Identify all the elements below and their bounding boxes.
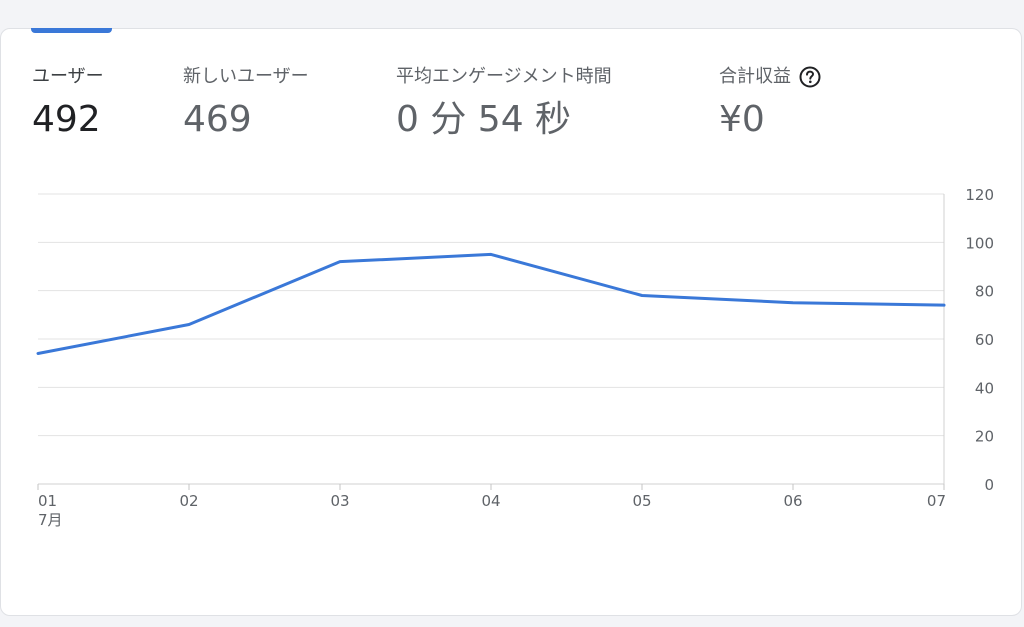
y-tick-label: 60 [975,331,994,349]
metric-avg-engagement-label: 平均エンゲージメント時間 [396,66,612,87]
x-tick-label: 06 [783,492,802,510]
metric-new-users[interactable]: 新しいユーザー 469 [183,64,309,144]
metric-avg-engagement[interactable]: 平均エンゲージメント時間 0 分 54 秒 [396,64,612,144]
x-tick-label: 07 [927,492,946,510]
selected-tab-indicator [31,28,112,33]
metric-users-value: 492 [32,99,101,140]
y-tick-label: 20 [975,428,994,446]
x-month-label: 7月 [38,511,63,529]
metric-total-revenue-value: ¥0 [719,99,765,140]
x-tick-label: 02 [179,492,198,510]
y-tick-label: 100 [965,234,994,252]
y-tick-label: 120 [965,186,994,204]
metric-avg-engagement-value: 0 分 54 秒 [396,99,572,140]
metrics-card [0,28,1022,616]
y-tick-label: 40 [975,379,994,397]
metric-new-users-value: 469 [183,99,252,140]
metric-new-users-label: 新しいユーザー [183,66,309,87]
series-line [36,252,946,355]
x-tick-label: 04 [481,492,500,510]
metric-users-label: ユーザー [32,66,104,87]
metric-total-revenue-label-row: 合計収益 [719,64,821,90]
chart-gridlines [38,193,945,485]
chart-y-ticks: 0 20 40 60 80 100 120 [965,186,994,494]
chart-series [36,252,946,355]
metric-users[interactable]: ユーザー 492 [32,64,104,144]
metric-total-revenue[interactable]: 合計収益 ¥0 [719,64,821,144]
x-tick-label: 03 [330,492,349,510]
x-tick-label: 01 [38,492,57,510]
metric-total-revenue-label: 合計収益 [719,66,791,87]
y-tick-label: 0 [984,476,994,494]
question-circle-icon[interactable] [799,66,821,88]
chart-x-ticks: 01 02 03 04 05 06 07 7月 [37,484,946,529]
y-tick-label: 80 [975,283,994,301]
x-tick-label: 05 [632,492,651,510]
